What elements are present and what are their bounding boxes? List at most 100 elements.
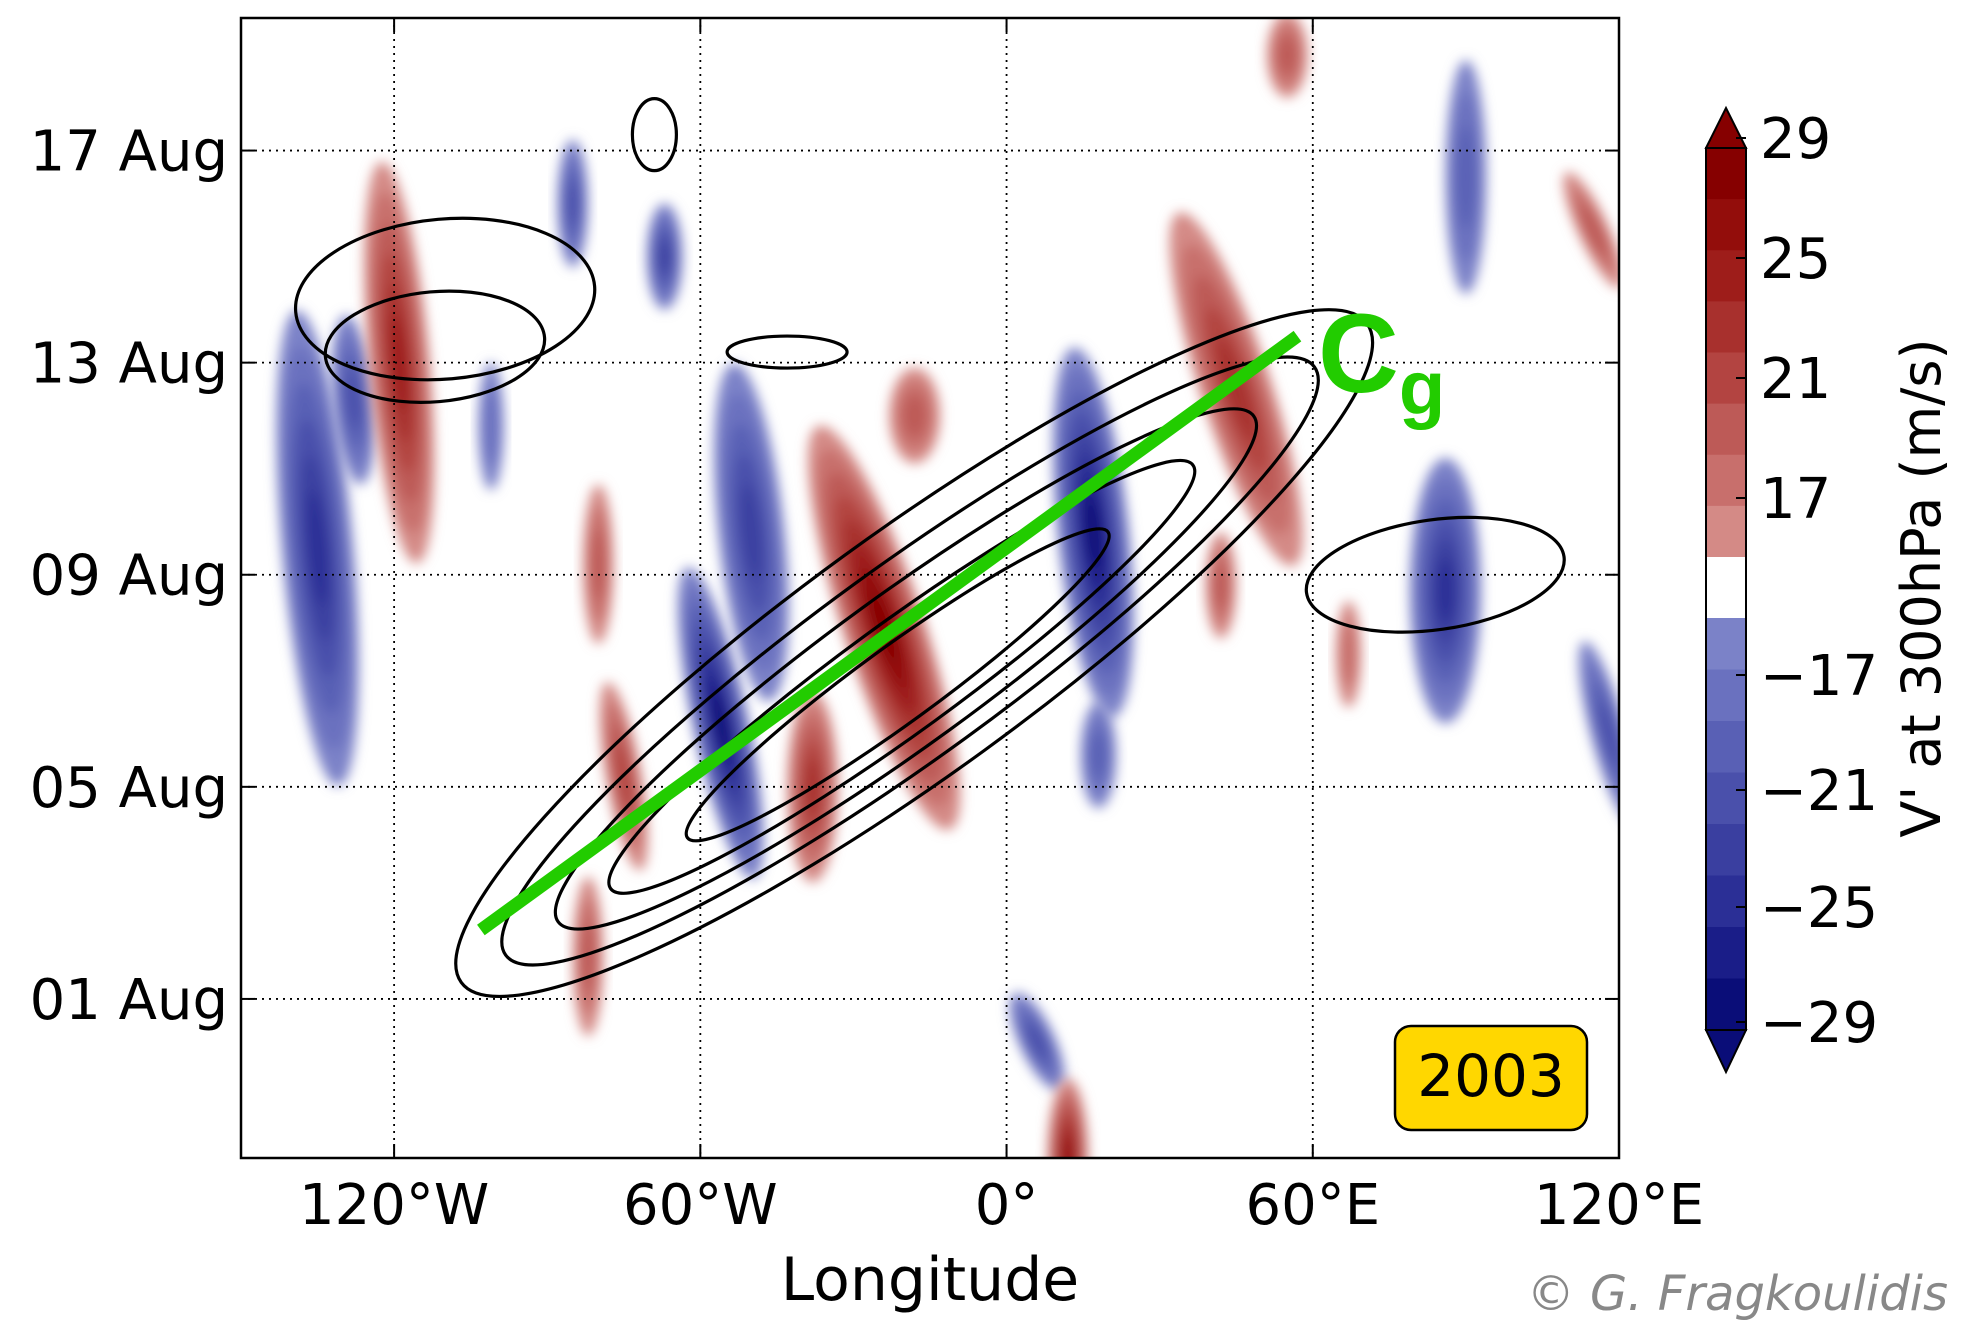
- anomaly-level: [307, 490, 328, 606]
- envelope-contour: [454, 308, 1375, 999]
- anomaly-pos-24: [1205, 532, 1237, 639]
- anomaly-neg-21: [1080, 702, 1117, 809]
- cg-label-main: C: [1318, 291, 1399, 416]
- anomaly-level: [1580, 204, 1607, 256]
- anomaly-level: [1456, 125, 1475, 229]
- colorbar-segment-neg: [1706, 927, 1746, 979]
- anomaly-neg-1: [331, 315, 375, 485]
- anomaly-level: [567, 181, 579, 226]
- colorbar-extend-top: [1704, 105, 1748, 149]
- anomaly-level: [740, 484, 763, 581]
- anomaly-level: [712, 694, 729, 753]
- envelope-contour-small: [725, 334, 849, 370]
- gridlines: [241, 18, 1619, 1158]
- envelope-contours: [293, 97, 1566, 999]
- colorbar-tick-label: −25: [1760, 876, 1878, 941]
- anomaly-level: [1090, 731, 1107, 779]
- anomaly-level: [1598, 701, 1619, 766]
- y-tick-label: 17 Aug: [30, 120, 228, 185]
- cg-label-subscript: g: [1399, 346, 1445, 431]
- anomaly-pos-25: [1335, 601, 1362, 708]
- anomaly-level: [345, 370, 361, 430]
- anomaly-level: [659, 241, 670, 272]
- group-velocity-line: [477, 330, 1302, 936]
- anomaly-level: [1436, 558, 1455, 623]
- anomaly-level: [591, 528, 606, 600]
- x-tick-label: 0°: [975, 1173, 1039, 1238]
- colorbar-tick-label: −29: [1760, 991, 1878, 1056]
- anomaly-level: [1027, 1024, 1047, 1059]
- plot-frame: [239, 16, 1621, 1160]
- y-tick-label: 09 Aug: [30, 544, 228, 609]
- colorbar-segment-pos: [1706, 148, 1746, 200]
- anomaly-neg-20: [1578, 641, 1619, 827]
- envelope-contour: [607, 458, 1197, 895]
- anomaly-neg-18: [1445, 60, 1487, 294]
- colorbar-tick-label: 29: [1760, 107, 1831, 172]
- year-badge: 2003: [1393, 1024, 1589, 1132]
- anomaly-level: [390, 313, 408, 412]
- colorbar-extend-bottom: [1704, 1029, 1748, 1075]
- colorbar-ticks: 29 25 21 17 −17 −21 −25 −29: [1736, 107, 1878, 1056]
- anomaly-level: [1278, 36, 1297, 74]
- y-axis: 01 Aug 05 Aug 09 Aug 13 Aug 17 Aug: [30, 120, 1619, 1033]
- colorbar-tick-label: 25: [1760, 227, 1831, 292]
- anomaly-neg-0: [276, 310, 359, 786]
- colorbar-frame: [1705, 147, 1747, 1031]
- envelope-contour-west: [323, 289, 547, 404]
- colorbar-tick-label: −21: [1760, 759, 1878, 824]
- x-tick-label: 120°W: [299, 1173, 489, 1238]
- anomaly-neg-10: [713, 363, 789, 702]
- anomaly-pos-15: [1169, 212, 1303, 567]
- year-badge-box: [1393, 1024, 1589, 1132]
- anomaly-level: [903, 394, 927, 437]
- anomaly-level: [483, 387, 499, 466]
- anomaly-pos-19: [1563, 172, 1619, 289]
- anomaly-neg-22: [1009, 992, 1065, 1090]
- anomaly-level: [1340, 621, 1357, 687]
- anomaly-level: [869, 590, 899, 666]
- x-tick-label: 60°E: [1245, 1173, 1380, 1238]
- colorbar-segment-neg: [1706, 618, 1746, 670]
- colorbar-segment-pos: [1706, 199, 1746, 251]
- anomaly-neg-17: [1409, 458, 1482, 724]
- anomaly-pos-6: [582, 484, 614, 644]
- envelope-contour: [500, 355, 1320, 967]
- y-tick-label: 05 Aug: [30, 756, 228, 821]
- year-badge-text: 2003: [1417, 1042, 1565, 1110]
- x-axis-label: Longitude: [781, 1245, 1079, 1315]
- colorbar-segment-neg: [1706, 875, 1746, 928]
- colorbar-segment-neg: [1706, 772, 1746, 825]
- y-tick-label: 01 Aug: [30, 968, 228, 1033]
- x-tick-label: 120°E: [1534, 1173, 1704, 1238]
- colorbar: [1704, 105, 1748, 1075]
- plot-area: [241, 18, 1619, 1158]
- anomaly-level: [1214, 561, 1228, 609]
- colorbar-segment-pos: [1706, 403, 1746, 456]
- anomaly-neg-3: [478, 362, 504, 490]
- cg-label: Cg: [1318, 291, 1445, 431]
- colorbar-segment-pos: [1706, 505, 1746, 558]
- envelope-contour: [684, 527, 1111, 843]
- x-tick-label: 60°W: [623, 1173, 778, 1238]
- anomaly-neg-5: [646, 203, 683, 310]
- colorbar-segment-zero: [1706, 557, 1746, 618]
- anomaly-level: [1085, 497, 1101, 567]
- envelope-contour-small: [630, 97, 679, 173]
- colorbar-tick-label: −17: [1760, 644, 1878, 709]
- anomaly-neg-4: [557, 139, 589, 268]
- anomaly-pos-13: [889, 367, 941, 464]
- y-tick-label: 13 Aug: [30, 332, 228, 397]
- colorbar-tick-label: 17: [1760, 467, 1831, 532]
- x-axis: 120°W 60°W 0° 60°E 120°E: [299, 18, 1704, 1238]
- anomaly-level: [1217, 338, 1256, 440]
- anomaly-pos-16: [1266, 18, 1308, 98]
- colorbar-segment-neg: [1706, 721, 1746, 773]
- wind-anomaly-field: [276, 18, 1619, 1158]
- copyright-text: © G. Fragkoulidis: [1527, 1266, 1948, 1322]
- colorbar-segment-neg: [1706, 669, 1746, 722]
- anomaly-pos-23: [1047, 1078, 1089, 1158]
- anomaly-level: [1063, 1141, 1073, 1158]
- colorbar-segment-neg: [1706, 824, 1746, 876]
